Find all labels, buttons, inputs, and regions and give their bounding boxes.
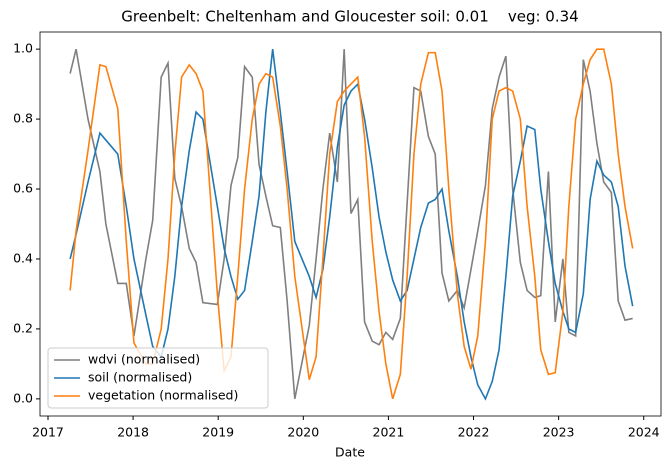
legend-label: soil (normalised) xyxy=(88,370,192,385)
y-tick-label: 0.2 xyxy=(13,320,33,335)
x-tick-label: 2019 xyxy=(202,425,234,440)
y-tick-label: 1.0 xyxy=(13,41,33,56)
x-tick-label: 2020 xyxy=(287,425,319,440)
line-series xyxy=(69,48,634,400)
legend: wdvi (normalised) soil (normalised) vegeta… xyxy=(47,347,269,409)
y-tick-label: 0.4 xyxy=(13,250,33,265)
line-series xyxy=(69,48,633,400)
x-tick-label: 2024 xyxy=(628,425,660,440)
legend-label: wdvi (normalised) xyxy=(88,352,200,367)
x-tick-label: 2023 xyxy=(543,425,575,440)
legend-box xyxy=(47,347,269,409)
x-tick-label: 2022 xyxy=(458,425,490,440)
x-tick-label: 2021 xyxy=(373,425,405,440)
plot-frame xyxy=(39,31,662,417)
y-tick-label: 0.0 xyxy=(13,390,33,405)
x-tick-label: 2017 xyxy=(32,425,64,440)
legend-label: vegetation (normalised) xyxy=(88,388,238,403)
x-tick-label: 2018 xyxy=(117,425,149,440)
y-tick-label: 0.6 xyxy=(13,181,33,196)
chart-title: Greenbelt: Cheltenham and Gloucester soi… xyxy=(121,8,578,26)
x-axis-label: Date xyxy=(335,445,365,460)
line-series xyxy=(69,49,634,401)
y-tick-label: 0.8 xyxy=(13,111,33,126)
